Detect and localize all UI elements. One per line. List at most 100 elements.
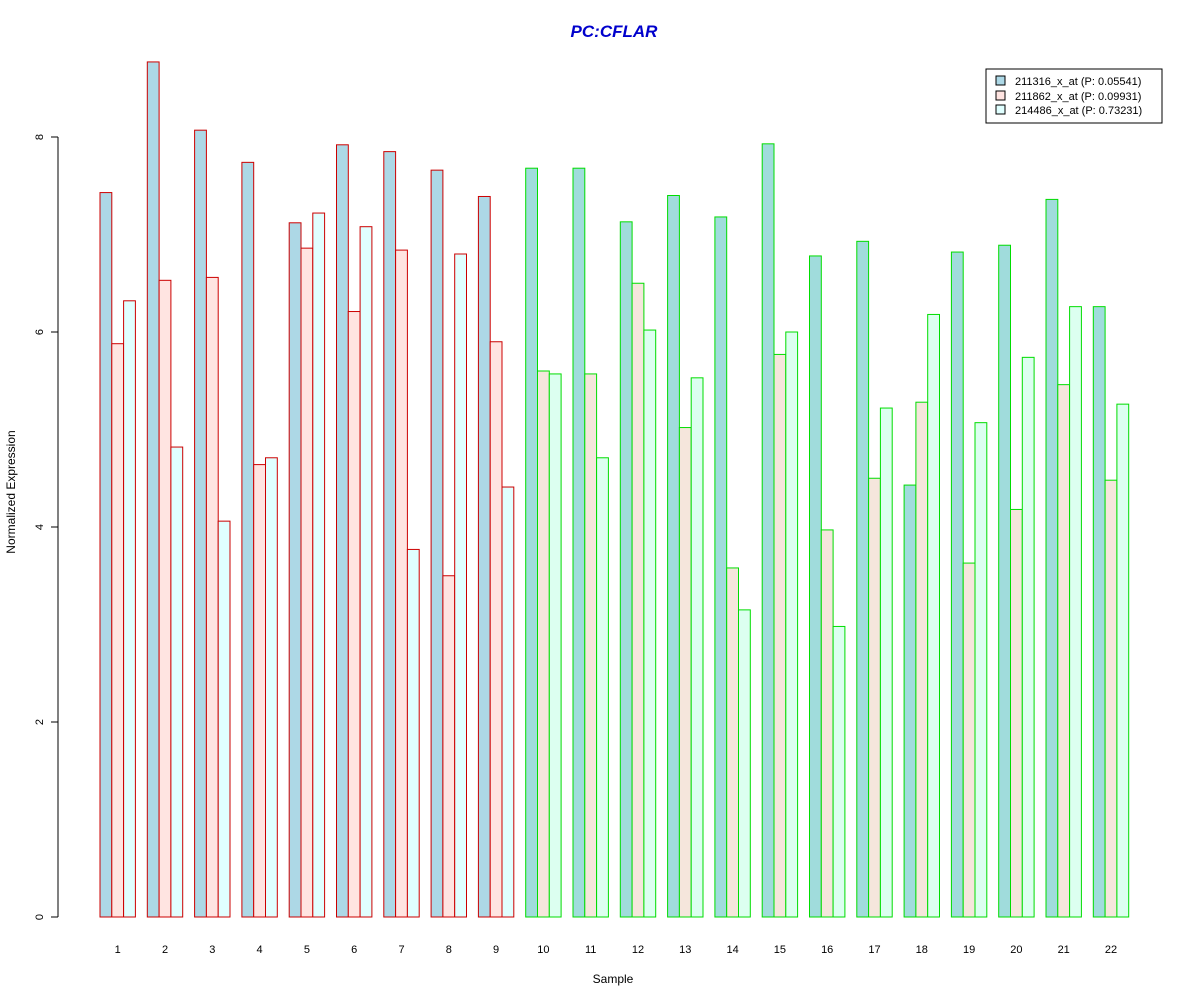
x-tick-label: 9 xyxy=(493,944,499,956)
legend: 211316_x_at (P: 0.05541) 211862_x_at (P:… xyxy=(985,68,1163,124)
bar-sample-15-series-3 xyxy=(785,331,799,918)
bar-sample-18-series-3 xyxy=(927,313,941,918)
bar-sample-19-series-3 xyxy=(974,422,988,918)
x-tick-label: 7 xyxy=(398,944,404,956)
legend-swatch-3 xyxy=(995,104,1006,115)
x-axis-label: Sample xyxy=(593,972,634,986)
x-tick-label: 15 xyxy=(774,944,786,956)
x-tick-label: 22 xyxy=(1105,944,1117,956)
bar-sample-20-series-2 xyxy=(1010,508,1023,918)
bar-sample-3-series-2 xyxy=(205,276,219,918)
bar-sample-12-series-1 xyxy=(619,221,633,918)
x-tick-label: 13 xyxy=(679,944,691,956)
bar-sample-15-series-2 xyxy=(773,353,787,918)
bar-sample-4-series-1 xyxy=(241,161,255,918)
x-tick-label: 21 xyxy=(1058,944,1070,956)
bar-sample-10-series-3 xyxy=(548,373,562,918)
bar-sample-17-series-1 xyxy=(856,240,870,918)
bar-sample-9-series-3 xyxy=(501,486,515,918)
bar-sample-4-series-3 xyxy=(265,457,278,918)
bar-sample-13-series-2 xyxy=(678,427,692,918)
bar-sample-8-series-1 xyxy=(430,169,444,918)
x-tick-label: 5 xyxy=(304,944,310,956)
bar-sample-1-series-1 xyxy=(99,192,113,918)
x-tick-label: 2 xyxy=(162,944,168,956)
bar-sample-16-series-1 xyxy=(809,255,822,918)
bar-sample-22-series-1 xyxy=(1092,306,1106,918)
bar-sample-11-series-3 xyxy=(596,457,609,918)
bar-sample-11-series-2 xyxy=(584,373,598,918)
bars-group xyxy=(99,61,1130,918)
bar-sample-8-series-3 xyxy=(454,253,468,918)
bar-sample-21-series-2 xyxy=(1057,384,1071,918)
bar-sample-3-series-3 xyxy=(217,520,231,918)
legend-box xyxy=(985,68,1163,124)
x-tick-label: 19 xyxy=(963,944,975,956)
y-tick-label: 8 xyxy=(34,134,46,140)
x-tick-label: 12 xyxy=(632,944,644,956)
bar-sample-12-series-2 xyxy=(631,282,645,918)
chart-title: PC:CFLAR xyxy=(571,22,659,41)
x-tick-label: 16 xyxy=(821,944,833,956)
bar-sample-10-series-2 xyxy=(537,370,550,918)
bar-sample-9-series-2 xyxy=(489,341,503,918)
bar-sample-10-series-1 xyxy=(525,167,539,918)
bar-sample-3-series-1 xyxy=(194,129,207,918)
bar-sample-5-series-2 xyxy=(300,247,314,918)
legend-label-1: 211316_x_at (P: 0.05541) xyxy=(1015,76,1141,88)
bar-sample-20-series-1 xyxy=(998,244,1012,918)
bar-sample-7-series-1 xyxy=(383,151,397,918)
x-tick-label: 17 xyxy=(868,944,880,956)
x-tick-label: 10 xyxy=(537,944,549,956)
bar-sample-6-series-3 xyxy=(359,226,373,918)
bar-sample-17-series-3 xyxy=(879,407,893,918)
bar-sample-8-series-2 xyxy=(442,575,456,918)
x-tick-label: 20 xyxy=(1010,944,1022,956)
y-tick-label: 4 xyxy=(34,524,46,530)
bar-sample-14-series-2 xyxy=(726,567,740,918)
bar-sample-22-series-3 xyxy=(1116,403,1130,918)
bar-sample-15-series-1 xyxy=(761,143,775,918)
bar-sample-19-series-1 xyxy=(950,251,964,918)
legend-label-2: 211862_x_at (P: 0.09931) xyxy=(1015,91,1141,103)
x-tick-label: 1 xyxy=(115,944,121,956)
y-tick-label: 2 xyxy=(34,719,46,725)
bar-sample-9-series-1 xyxy=(477,195,491,918)
y-tick-label: 6 xyxy=(34,329,46,335)
x-tick-label: 4 xyxy=(257,944,263,956)
x-tick-label: 8 xyxy=(446,944,452,956)
bar-sample-13-series-3 xyxy=(690,377,704,918)
bar-sample-22-series-2 xyxy=(1104,479,1118,918)
bar-sample-2-series-3 xyxy=(170,446,184,918)
x-tick-label: 6 xyxy=(351,944,357,956)
y-axis-label: Normalized Expression xyxy=(4,430,18,553)
bar-sample-6-series-1 xyxy=(336,144,349,918)
bar-sample-6-series-2 xyxy=(347,311,361,918)
bar-sample-14-series-3 xyxy=(738,609,751,918)
bar-sample-19-series-2 xyxy=(962,562,976,918)
y-tick-label: 0 xyxy=(34,914,46,920)
y-axis: 0 2 4 6 8 xyxy=(34,134,59,920)
bar-sample-18-series-1 xyxy=(903,484,917,918)
x-tick-label: 18 xyxy=(916,944,928,956)
x-tick-label: 3 xyxy=(209,944,215,956)
bar-sample-5-series-1 xyxy=(288,222,302,918)
bar-sample-16-series-2 xyxy=(820,529,834,918)
bar-sample-17-series-2 xyxy=(868,477,881,918)
legend-swatch-1 xyxy=(995,75,1006,86)
bar-sample-12-series-3 xyxy=(643,329,657,918)
bar-sample-16-series-3 xyxy=(832,625,846,918)
bar-sample-4-series-2 xyxy=(253,464,266,918)
bar-sample-2-series-2 xyxy=(158,279,172,918)
bar-sample-1-series-2 xyxy=(111,343,125,918)
bar-sample-5-series-3 xyxy=(312,212,326,918)
bar-sample-20-series-3 xyxy=(1021,356,1035,918)
bar-sample-1-series-3 xyxy=(123,300,136,918)
bar-sample-7-series-3 xyxy=(406,548,420,918)
bar-sample-11-series-1 xyxy=(572,167,586,918)
x-axis-tick-labels: 1 2 3 4 5 6 7 8 9 10 11 12 13 14 15 16 17 18 19 20 21 22 xyxy=(115,944,1117,956)
bar-sample-21-series-3 xyxy=(1069,306,1082,918)
bar-sample-18-series-2 xyxy=(915,401,929,918)
bar-sample-2-series-1 xyxy=(146,61,160,918)
